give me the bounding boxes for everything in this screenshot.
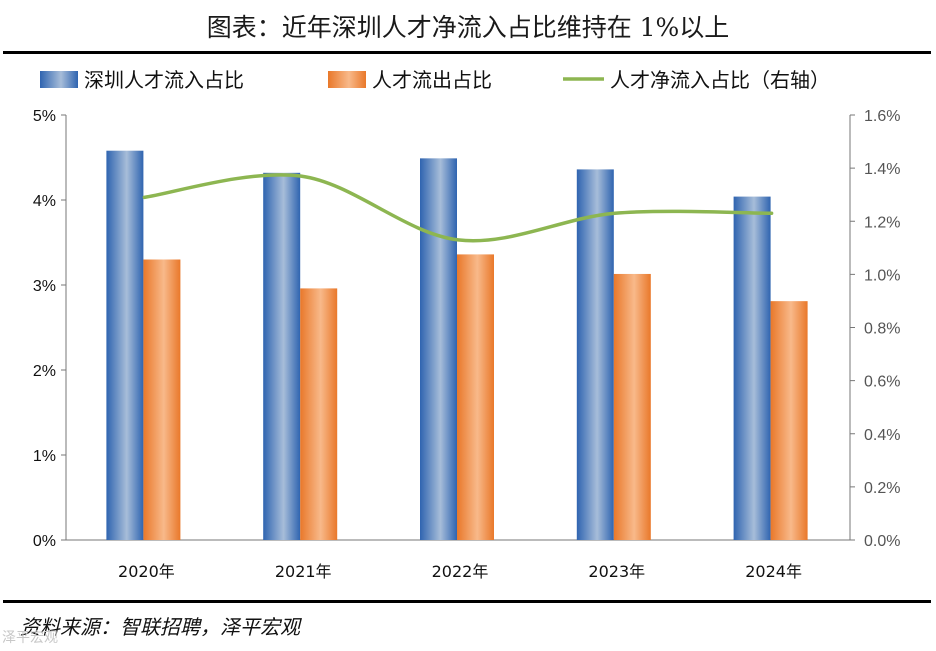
x-tick-label: 2024年 (745, 562, 802, 581)
x-tick-label: 2023年 (588, 562, 645, 581)
bar-outflow (613, 273, 651, 540)
legend: 深圳人才流入占比 人才流出占比 人才净流入占比（右轴） (40, 68, 830, 92)
bar-outflow (300, 288, 338, 540)
bar-outflow (457, 254, 494, 540)
bar-inflow (733, 196, 771, 540)
right-tick-label: 1.2% (864, 214, 900, 231)
left-tick-label: 1% (33, 448, 56, 465)
top-rule (3, 51, 931, 54)
line-series (142, 173, 774, 243)
right-tick-label: 0.6% (864, 374, 900, 391)
right-tick-label: 1.0% (864, 267, 900, 284)
right-tick-label: 1.6% (864, 108, 900, 125)
legend-swatch-inflow (40, 71, 78, 88)
chart-title: 图表：近年深圳人才净流入占比维持在 1%以上 (206, 13, 730, 42)
left-tick-label: 4% (33, 193, 56, 210)
bottom-rule (3, 600, 931, 603)
x-tick-label: 2021年 (275, 562, 332, 581)
left-tick-label: 3% (33, 278, 56, 295)
right-tick-label: 0.2% (864, 480, 900, 497)
legend-label-inflow: 深圳人才流入占比 (84, 68, 244, 92)
x-tick-label: 2022年 (432, 562, 489, 581)
right-tick-label: 1.4% (864, 161, 900, 178)
right-tick-label: 0.0% (864, 533, 900, 550)
watermark: 泽平宏观 (2, 630, 58, 646)
left-tick-label: 0% (33, 533, 56, 550)
right-tick-label: 0.4% (864, 427, 900, 444)
legend-label-net: 人才净流入占比（右轴） (610, 68, 830, 92)
bar-inflow (576, 169, 614, 540)
bar-outflow (143, 259, 181, 540)
legend-label-outflow: 人才流出占比 (372, 68, 492, 92)
left-tick-label: 5% (33, 108, 56, 125)
legend-swatch-outflow (328, 71, 366, 88)
bar-inflow (420, 158, 457, 540)
source-note: 资料来源：智联招聘，泽平宏观 (20, 615, 300, 639)
right-tick-label: 0.8% (864, 321, 900, 338)
bar-inflow (263, 172, 301, 541)
bar-outflow (770, 301, 808, 540)
x-tick-label: 2020年 (118, 562, 175, 581)
bars (106, 150, 808, 541)
bar-inflow (106, 150, 144, 540)
net-inflow-line (142, 173, 774, 243)
left-tick-label: 2% (33, 363, 56, 380)
